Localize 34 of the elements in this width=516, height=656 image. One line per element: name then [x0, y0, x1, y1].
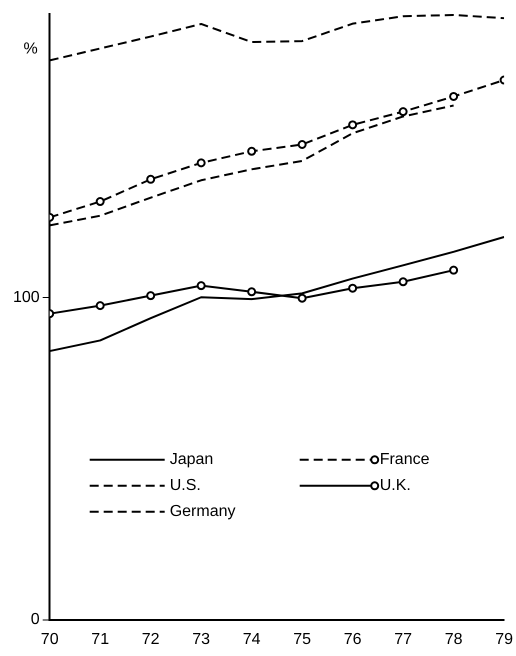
point [247, 146, 256, 156]
x-tick-label: 73 [192, 630, 210, 648]
point [449, 92, 458, 101]
point [247, 287, 256, 296]
point [398, 277, 408, 286]
point [146, 291, 156, 300]
x-tick-label: 74 [242, 630, 261, 648]
x-tick-label: 78 [444, 630, 463, 648]
point [96, 197, 105, 206]
point [298, 294, 307, 303]
legend-label: Germany [170, 503, 236, 520]
point [348, 120, 358, 130]
point [196, 281, 206, 290]
x-tick-label: 72 [142, 630, 160, 648]
y-axis-title: % [23, 40, 38, 58]
point [196, 158, 206, 168]
x-tick-label: 79 [495, 630, 514, 648]
legend-label: U.K. [380, 477, 411, 494]
y-tick-label: 100 [12, 288, 40, 306]
point [146, 174, 156, 184]
legend-label: France [380, 451, 430, 468]
x-tick-label: 75 [293, 630, 312, 648]
y-tick-label: 0 [30, 611, 40, 628]
x-tick-label: 70 [40, 630, 59, 648]
x-tick-label: 71 [91, 630, 110, 648]
x-tick-label: 77 [394, 630, 412, 648]
legend-label: Japan [170, 451, 214, 468]
point [348, 284, 358, 293]
legend-label: U.S. [170, 477, 201, 494]
point [449, 266, 458, 275]
x-tick-label: 76 [344, 630, 362, 648]
point [298, 140, 307, 150]
point [398, 107, 408, 116]
point [96, 301, 105, 310]
